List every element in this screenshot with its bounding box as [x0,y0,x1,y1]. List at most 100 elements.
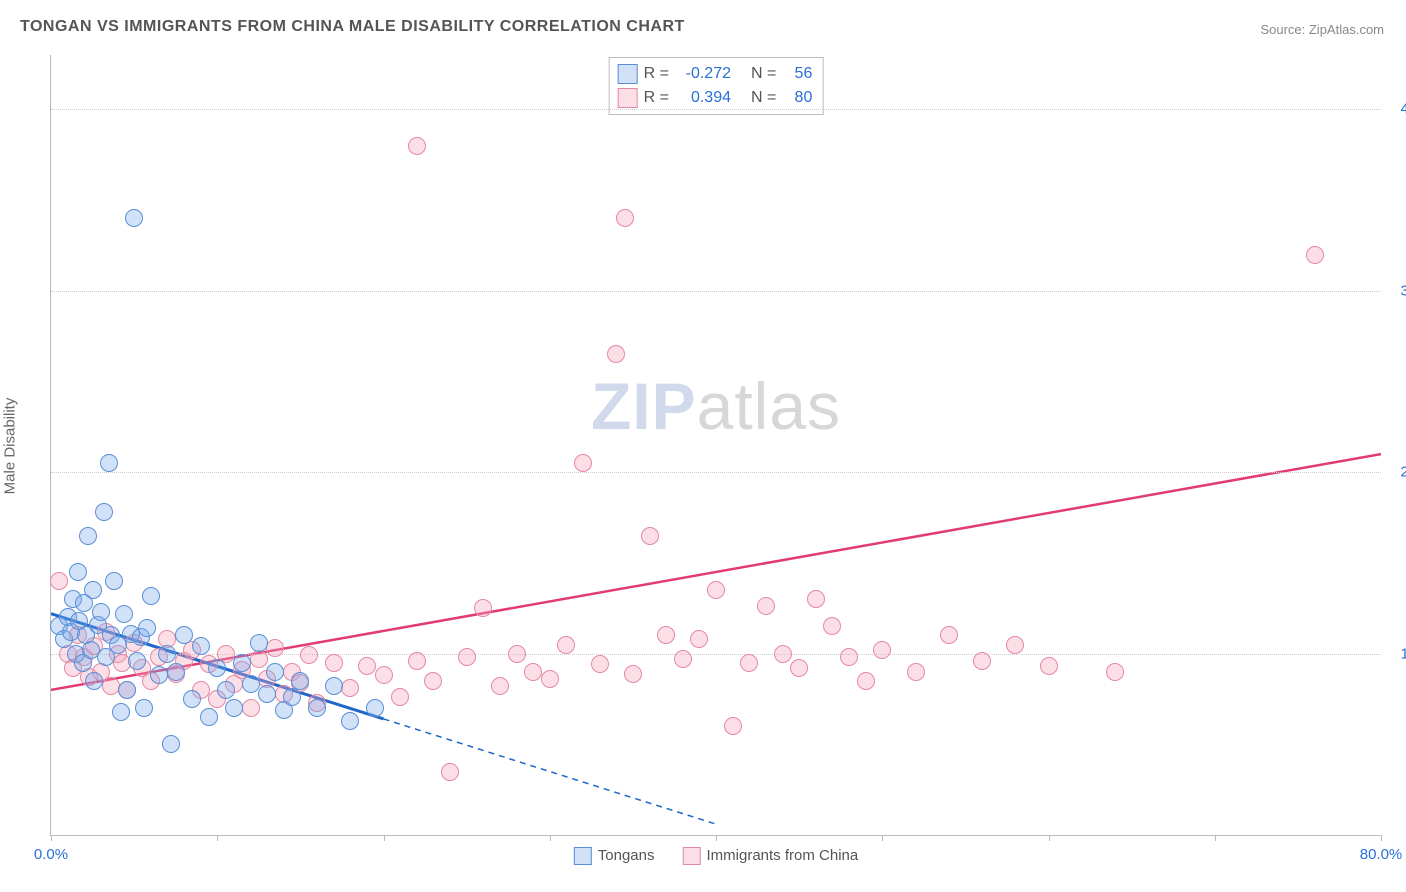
scatter-point-tongans [135,699,153,717]
scatter-point-tongans [308,699,326,717]
scatter-point-china [1106,663,1124,681]
scatter-point-china [624,665,642,683]
scatter-point-tongans [115,605,133,623]
xtick-mark [1381,835,1382,841]
scatter-point-china [790,659,808,677]
legend-swatch-tongans [574,847,592,865]
scatter-point-tongans [162,735,180,753]
scatter-point-china [1040,657,1058,675]
scatter-point-tongans [142,587,160,605]
scatter-point-tongans [69,563,87,581]
ytick-label: 10.0% [1388,645,1406,662]
scatter-point-china [1306,246,1324,264]
scatter-point-china [408,652,426,670]
scatter-point-china [657,626,675,644]
scatter-point-tongans [105,572,123,590]
legend-label-china: Immigrants from China [707,847,859,864]
xtick-mark [384,835,385,841]
scatter-point-tongans [138,619,156,637]
scatter-point-china [325,654,343,672]
scatter-point-tongans [341,712,359,730]
scatter-point-tongans [167,663,185,681]
scatter-point-tongans [118,681,136,699]
scatter-point-tongans [250,634,268,652]
scatter-point-tongans [79,527,97,545]
xtick-mark [51,835,52,841]
scatter-point-tongans [85,672,103,690]
scatter-point-tongans [183,690,201,708]
xtick-mark [1049,835,1050,841]
trend-lines [51,55,1381,835]
scatter-point-china [823,617,841,635]
scatter-point-china [557,636,575,654]
scatter-point-tongans [258,685,276,703]
scatter-point-tongans [158,645,176,663]
scatter-point-china [973,652,991,670]
scatter-point-tongans [192,637,210,655]
scatter-point-china [266,639,284,657]
xtick-label: 0.0% [34,846,68,863]
y-axis-label: Male Disability [2,398,19,495]
n-value-china: 80 [782,89,812,107]
source-label: Source: ZipAtlas.com [1260,22,1384,37]
chart-title: TONGAN VS IMMIGRANTS FROM CHINA MALE DIS… [20,18,685,36]
scatter-point-china [242,699,260,717]
xtick-mark [550,835,551,841]
bottom-legend: Tongans Immigrants from China [574,847,858,865]
scatter-point-china [424,672,442,690]
scatter-point-china [375,666,393,684]
r-label: R = [644,65,669,83]
scatter-point-china [607,345,625,363]
scatter-point-china [740,654,758,672]
scatter-point-tongans [84,581,102,599]
scatter-point-tongans [266,663,284,681]
scatter-point-china [50,572,68,590]
scatter-point-china [458,648,476,666]
stats-row-tongans: R = -0.272 N = 56 [618,62,813,86]
scatter-point-tongans [128,652,146,670]
xtick-mark [716,835,717,841]
scatter-point-tongans [208,659,226,677]
xtick-label: 80.0% [1360,846,1403,863]
scatter-point-tongans [325,677,343,695]
scatter-plot-area: ZIPatlas R = -0.272 N = 56 R = 0.394 N =… [50,55,1381,836]
scatter-point-tongans [291,672,309,690]
r-label: R = [644,89,669,107]
scatter-point-china [524,663,542,681]
scatter-point-tongans [233,654,251,672]
scatter-point-tongans [225,699,243,717]
n-label: N = [751,65,776,83]
legend-item-china: Immigrants from China [683,847,859,865]
scatter-point-tongans [175,626,193,644]
scatter-point-china [857,672,875,690]
legend-item-tongans: Tongans [574,847,655,865]
swatch-tongans [618,64,638,84]
scatter-point-china [250,650,268,668]
scatter-point-china [707,581,725,599]
gridline-horizontal [51,109,1381,110]
scatter-point-china [873,641,891,659]
scatter-point-china [807,590,825,608]
n-label: N = [751,89,776,107]
scatter-point-china [441,763,459,781]
scatter-point-china [574,454,592,472]
scatter-point-china [840,648,858,666]
scatter-point-china [907,663,925,681]
scatter-point-china [491,677,509,695]
scatter-point-china [591,655,609,673]
watermark: ZIPatlas [591,368,841,444]
ytick-label: 40.0% [1388,101,1406,118]
scatter-point-china [391,688,409,706]
scatter-point-china [408,137,426,155]
scatter-point-tongans [112,703,130,721]
scatter-point-china [300,646,318,664]
scatter-point-tongans [150,666,168,684]
scatter-point-tongans [283,688,301,706]
trend-line [384,719,717,824]
scatter-point-china [616,209,634,227]
scatter-point-china [690,630,708,648]
r-value-china: 0.394 [675,89,731,107]
stats-legend-box: R = -0.272 N = 56 R = 0.394 N = 80 [609,57,824,115]
scatter-point-china [358,657,376,675]
scatter-point-tongans [92,603,110,621]
